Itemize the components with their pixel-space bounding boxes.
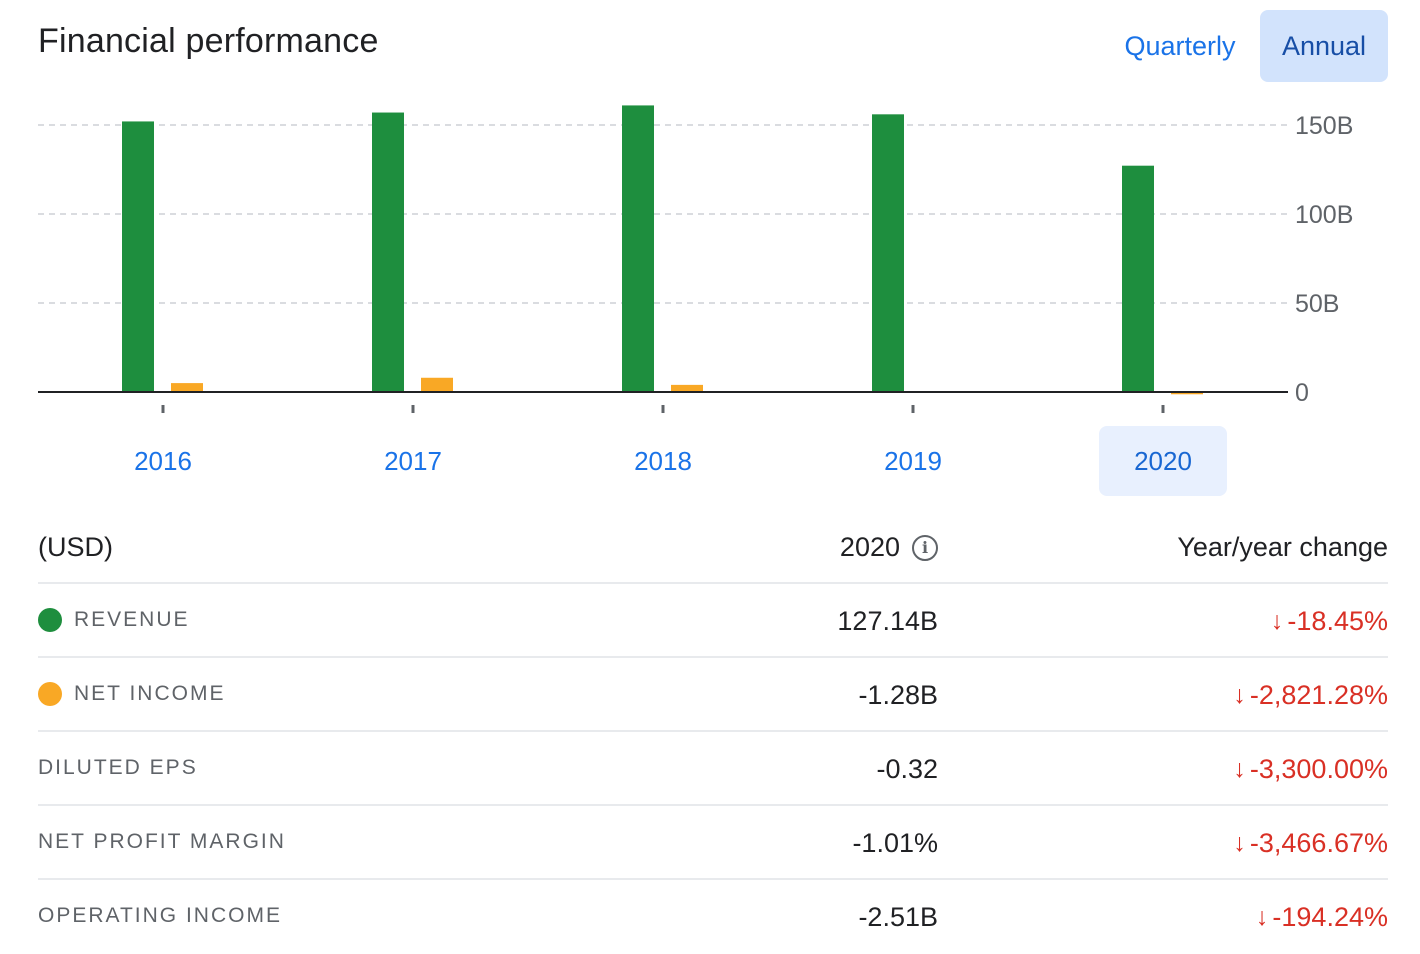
net-income-bar bbox=[171, 383, 203, 392]
change-value: -18.45% bbox=[1287, 605, 1388, 636]
year-tab-2018[interactable]: 2018 bbox=[634, 445, 692, 476]
table-header: (USD) 2020 i Year/year change bbox=[38, 510, 1388, 584]
metric-value: -2.51B bbox=[858, 901, 938, 932]
year-tab-2020[interactable]: 2020 bbox=[1099, 426, 1227, 496]
legend-dot bbox=[38, 682, 62, 706]
change-value: -194.24% bbox=[1272, 901, 1388, 932]
quarterly-toggle-button[interactable]: Quarterly bbox=[1124, 30, 1236, 61]
financial-table: (USD) 2020 i Year/year change REVENUE 127… bbox=[38, 510, 1388, 952]
chart-x-ticks bbox=[161, 405, 1165, 413]
metric-label: NET INCOME bbox=[74, 682, 226, 705]
metric-change: ↓ -18.45% bbox=[1271, 584, 1388, 658]
y-tick-label: 0 bbox=[1295, 379, 1309, 407]
revenue-bar bbox=[872, 114, 904, 392]
revenue-bar bbox=[622, 105, 654, 393]
metric-value: -0.32 bbox=[876, 753, 938, 784]
metric-name: DILUTED EPS bbox=[38, 732, 198, 804]
net-income-bar bbox=[671, 384, 703, 392]
financial-bar-chart: 0 50B 100B 150B bbox=[38, 105, 1353, 413]
metric-change: ↓ -194.24% bbox=[1256, 880, 1388, 954]
net-income-bar bbox=[1171, 392, 1203, 395]
chart-grid bbox=[38, 124, 1288, 304]
change-value: -2,821.28% bbox=[1249, 679, 1388, 710]
metric-label: NET PROFIT MARGIN bbox=[38, 830, 286, 853]
y-tick-label: 150B bbox=[1295, 112, 1353, 140]
y-tick-label: 50B bbox=[1295, 290, 1339, 318]
year-tab-2019[interactable]: 2019 bbox=[884, 445, 942, 476]
currency-label: (USD) bbox=[38, 532, 113, 562]
arrow-down-icon: ↓ bbox=[1233, 828, 1246, 857]
year-tab-2017[interactable]: 2017 bbox=[384, 445, 442, 476]
metric-name: NET INCOME bbox=[38, 658, 225, 730]
metric-label: DILUTED EPS bbox=[38, 756, 198, 779]
revenue-bar bbox=[122, 121, 154, 392]
change-header: Year/year change bbox=[1177, 532, 1388, 562]
table-row: DILUTED EPS -0.32 ↓ -3,300.00% bbox=[38, 732, 1388, 806]
page-title: Financial performance bbox=[38, 22, 379, 60]
revenue-bar bbox=[1122, 165, 1154, 392]
period-label: 2020 bbox=[839, 532, 900, 562]
arrow-down-icon: ↓ bbox=[1233, 680, 1246, 709]
arrow-down-icon: ↓ bbox=[1270, 606, 1284, 635]
legend-dot bbox=[38, 608, 62, 632]
year-tab-2016[interactable]: 2016 bbox=[134, 445, 192, 476]
change-value: -3,466.67% bbox=[1249, 827, 1388, 858]
table-row: OPERATING INCOME -2.51B ↓ -194.24% bbox=[38, 880, 1388, 952]
chart-bars bbox=[122, 105, 1203, 395]
table-row: NET INCOME -1.28B ↓ -2,821.28% bbox=[38, 658, 1388, 732]
metric-value: -1.01% bbox=[852, 827, 938, 858]
change-value: -3,300.00% bbox=[1249, 753, 1388, 784]
net-income-bar bbox=[421, 377, 453, 392]
metric-name: NET PROFIT MARGIN bbox=[38, 806, 286, 878]
metric-change: ↓ -3,466.67% bbox=[1233, 806, 1388, 880]
info-icon[interactable]: i bbox=[912, 534, 938, 561]
metric-name: REVENUE bbox=[38, 584, 190, 656]
revenue-bar bbox=[372, 112, 404, 392]
chart-y-labels: 0 50B 100B 150B bbox=[1295, 112, 1353, 407]
metric-change: ↓ -3,300.00% bbox=[1233, 732, 1388, 806]
table-body: REVENUE 127.14B ↓ -18.45% NET INCOME -1.28B ↓ -… bbox=[38, 584, 1388, 952]
metric-value: -1.28B bbox=[858, 679, 938, 710]
metric-change: ↓ -2,821.28% bbox=[1233, 658, 1388, 732]
arrow-down-icon: ↓ bbox=[1233, 754, 1246, 783]
annual-toggle-button[interactable]: Annual bbox=[1260, 10, 1388, 82]
metric-label: REVENUE bbox=[74, 608, 190, 631]
table-row: REVENUE 127.14B ↓ -18.45% bbox=[38, 584, 1388, 658]
period-header: 2020 i bbox=[840, 532, 938, 563]
metric-name: OPERATING INCOME bbox=[38, 880, 282, 952]
table-row: NET PROFIT MARGIN -1.01% ↓ -3,466.67% bbox=[38, 806, 1388, 880]
arrow-down-icon: ↓ bbox=[1255, 902, 1269, 931]
metric-value: 127.14B bbox=[837, 605, 938, 636]
metric-label: OPERATING INCOME bbox=[38, 904, 282, 927]
y-tick-label: 100B bbox=[1295, 201, 1353, 229]
